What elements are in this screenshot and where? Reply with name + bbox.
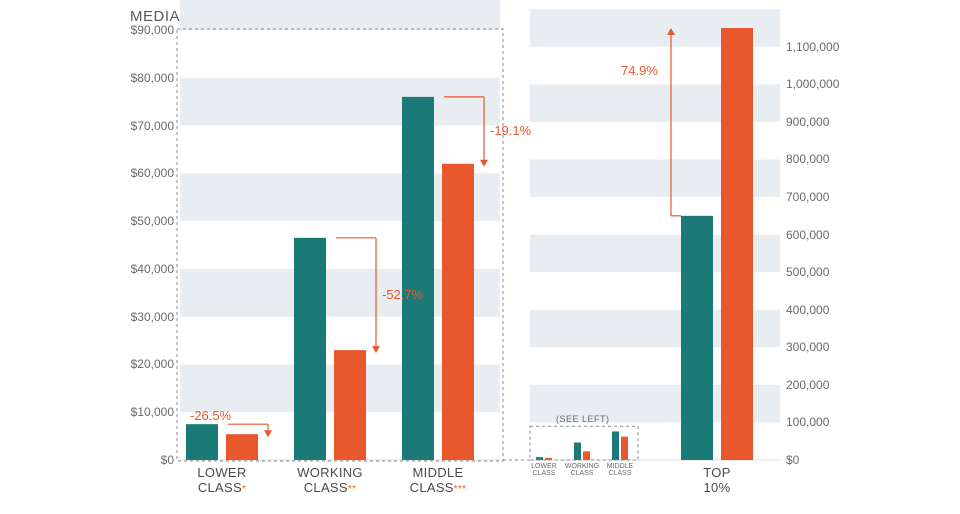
y-tick-left: $70,000	[120, 119, 174, 133]
y-tick-right: 1,100,000	[786, 40, 866, 54]
y-tick-right: 800,000	[786, 152, 866, 166]
y-tick-right: 400,000	[786, 303, 866, 317]
category-label: WORKINGCLASS**	[285, 466, 375, 496]
pct-change-label: 74.9%	[621, 63, 658, 78]
y-tick-left: $30,000	[120, 310, 174, 324]
y-tick-left: $20,000	[120, 357, 174, 371]
y-tick-right: 300,000	[786, 340, 866, 354]
y-tick-left: $10,000	[120, 405, 174, 419]
y-tick-left: $60,000	[120, 166, 174, 180]
category-label-top10: TOP10%	[677, 466, 757, 496]
mini-category-label: WORKINGCLASS	[564, 463, 600, 478]
y-tick-left: $80,000	[120, 71, 174, 85]
mini-category-label: LOWERCLASS	[526, 463, 562, 478]
y-tick-left: $50,000	[120, 214, 174, 228]
category-label: LOWERCLASS*	[177, 466, 267, 496]
pct-change-label: -26.5%	[190, 408, 231, 423]
y-tick-right: 200,000	[786, 378, 866, 392]
y-tick-right: 500,000	[786, 265, 866, 279]
y-tick-right: 700,000	[786, 190, 866, 204]
pct-change-label: -19.1%	[490, 123, 531, 138]
y-tick-left: $40,000	[120, 262, 174, 276]
y-tick-right: 100,000	[786, 415, 866, 429]
y-tick-right: 600,000	[786, 228, 866, 242]
y-tick-right: $0	[786, 453, 866, 467]
category-label: MIDDLECLASS***	[393, 466, 483, 496]
y-tick-right: 1,000,000	[786, 77, 866, 91]
y-tick-left: $0	[120, 453, 174, 467]
y-tick-left: $90,000	[120, 23, 174, 37]
y-tick-right: 900,000	[786, 115, 866, 129]
pct-change-label: -52.7%	[382, 287, 423, 302]
mini-inset-note: (SEE LEFT)	[556, 414, 610, 424]
mini-category-label: MIDDLECLASS	[602, 463, 638, 478]
